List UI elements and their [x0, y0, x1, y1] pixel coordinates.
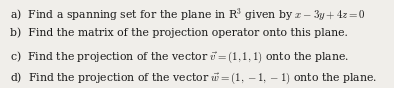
Text: d)  Find the projection of the vector $\vec{w}=(1,-1,-1)$ onto the plane.: d) Find the projection of the vector $\v…: [10, 71, 377, 86]
Text: b)  Find the matrix of the projection operator onto this plane.: b) Find the matrix of the projection ope…: [10, 28, 348, 38]
Text: a)  Find a spanning set for the plane in R$^3$ given by $x-3y+4z=0$: a) Find a spanning set for the plane in …: [10, 6, 366, 23]
Text: c)  Find the projection of the vector $\vec{v}=(1,1,1)$ onto the plane.: c) Find the projection of the vector $\v…: [10, 49, 349, 65]
